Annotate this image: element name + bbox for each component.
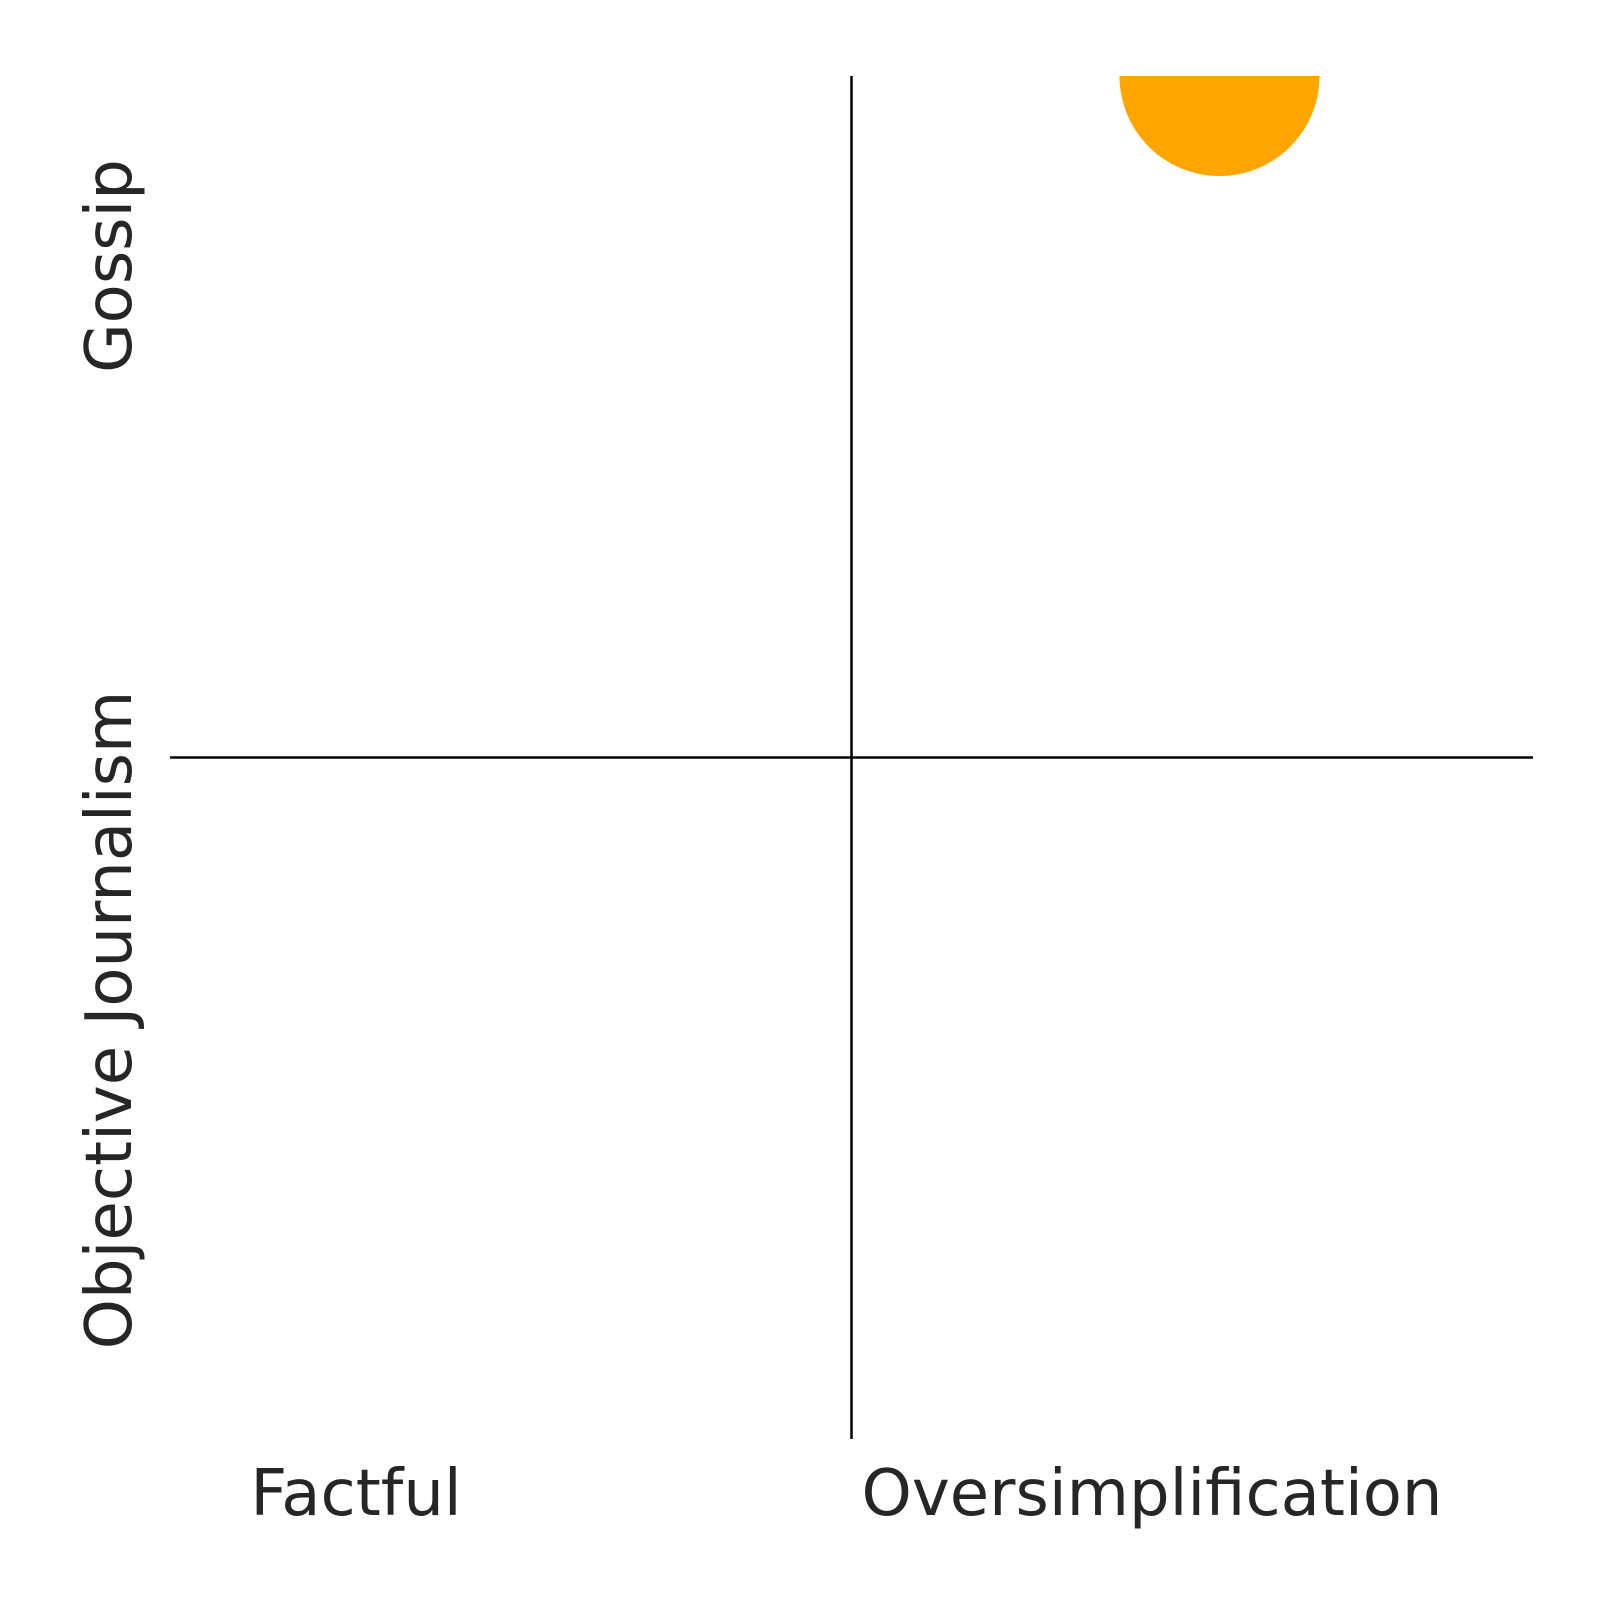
data-point [1119,76,1320,176]
x-axis-label-factful: Factful [250,1457,461,1531]
x-axis-label-oversimplification: Oversimplification [862,1457,1443,1531]
data-points [1119,76,1320,176]
y-axis-label-gossip: Gossip [73,159,147,373]
y-axis-label-objective-journalism: Objective Journalism [73,691,147,1350]
